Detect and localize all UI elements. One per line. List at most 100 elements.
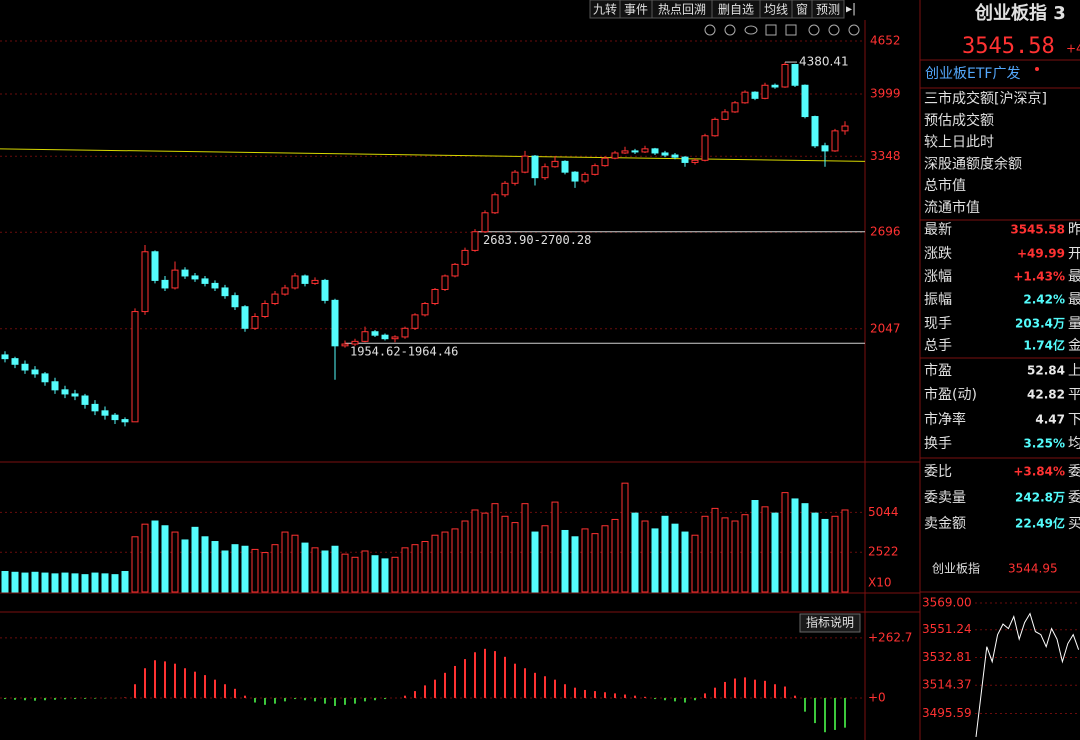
volume-bar [661,515,669,593]
info-label: 三市成交额[沪深京] [924,90,1047,107]
volume-bar [611,518,619,593]
candle-body [131,311,139,423]
candle-body [21,363,29,371]
candle-body [41,373,49,383]
volume-bar [481,512,489,593]
fund-dot [1035,67,1039,71]
toolbar-label[interactable]: 删自选 [718,3,754,17]
toolbar-label[interactable]: 九转 [593,2,617,17]
y-tick-label: 5044 [868,505,899,519]
candle-body [801,84,809,118]
indicator-button[interactable] [799,613,861,633]
quote-label: 涨跌 [924,246,952,262]
volume-bar [31,571,39,593]
index-title: 创业板指 3 [974,2,1066,24]
volume-bar [791,498,799,593]
candle-body [531,155,539,179]
tool-icon[interactable] [765,24,777,36]
candle-body [841,125,849,132]
quote-value: 3545.58 [1010,223,1065,237]
volume-bar [681,531,689,593]
quote-label: 换手 [924,435,952,452]
candle-body [671,154,679,158]
quote-label: 卖金额 [924,516,966,532]
toolbar-label[interactable]: 均线 [764,3,788,17]
tool-icon[interactable] [724,24,736,36]
toolbar-button[interactable] [811,0,845,19]
candle-body [261,303,269,318]
candle-body [461,249,469,265]
candle-body [291,275,299,289]
candle-body [721,111,729,120]
volume-bar [321,550,329,593]
y-tick-label: +0 [868,690,886,704]
volume-bar [741,514,749,593]
volume-bar [351,556,359,593]
quote-tail: 最 [1068,269,1080,285]
y-tick-label: 2047 [870,321,901,335]
volume-bar [91,572,99,593]
candle-body [581,173,589,182]
volume-bar [431,534,439,593]
candle-body [791,64,799,86]
toolbar-label[interactable]: 窗 [796,3,808,17]
indicator-button-label[interactable]: 指标说明 [806,615,854,630]
candle-body [701,135,709,161]
volume-bar [111,574,119,593]
tool-icon[interactable] [848,24,860,36]
candle-body [541,166,549,179]
candle-body [51,381,59,391]
quote-tail: 买 [1068,516,1080,532]
quote-value: 3.25% [1023,437,1065,451]
unit-label: X10 [868,576,892,590]
candle-body [431,288,439,305]
y-tick-label: 4652 [870,33,901,47]
candle-body [331,299,339,347]
volume-bar [731,520,739,593]
volume-bar [831,515,839,593]
volume-bar [261,552,269,593]
candle-body [511,171,519,184]
candle-body [601,157,609,167]
info-label: 预估成交额 [924,112,994,129]
volume-bar [121,570,129,593]
tool-icon[interactable] [785,24,797,36]
tool-icon[interactable] [828,24,840,36]
quote-value: 52.84 [1027,364,1065,378]
quote-value: +3.84% [1013,465,1065,479]
mini-price: 3544.95 [1008,562,1058,576]
candle-body [151,251,159,281]
tool-icon[interactable] [744,25,758,35]
candle-body [241,306,249,329]
quote-label: 市净率 [924,411,966,428]
quote-value: 42.82 [1027,388,1065,402]
moving-average [0,148,866,162]
quote-tail: 开 [1068,246,1080,262]
candle-body [411,314,419,329]
fund-link[interactable]: 创业板ETF广发 [925,66,1020,82]
candle-body [771,84,779,88]
candle-body [61,389,69,395]
candle-body [71,393,79,397]
quote-value: 22.49亿 [1015,516,1065,531]
volume-bar [361,550,369,593]
toolbar-label[interactable]: 热点回溯 [658,2,706,17]
candle-body [371,331,379,336]
volume-bar [711,507,719,593]
toolbar-label[interactable]: 事件 [624,3,648,17]
quote-tail: 昨 [1068,222,1080,238]
candle-body [811,116,819,147]
candle-body [471,231,479,251]
toolbar-label[interactable]: 预测 [816,3,840,17]
tool-icon[interactable] [704,24,716,36]
volume-bar [671,523,679,593]
candle-body [421,303,429,316]
y-tick-label: 3532.81 [922,650,972,664]
collapse-icon[interactable]: ▸| [846,2,856,16]
quote-tail: 均 [1068,436,1080,452]
candle-body [381,334,389,340]
volume-bar [161,525,169,593]
volume-bar [771,512,779,593]
tool-icon[interactable] [808,24,820,36]
candle-body [611,152,619,159]
